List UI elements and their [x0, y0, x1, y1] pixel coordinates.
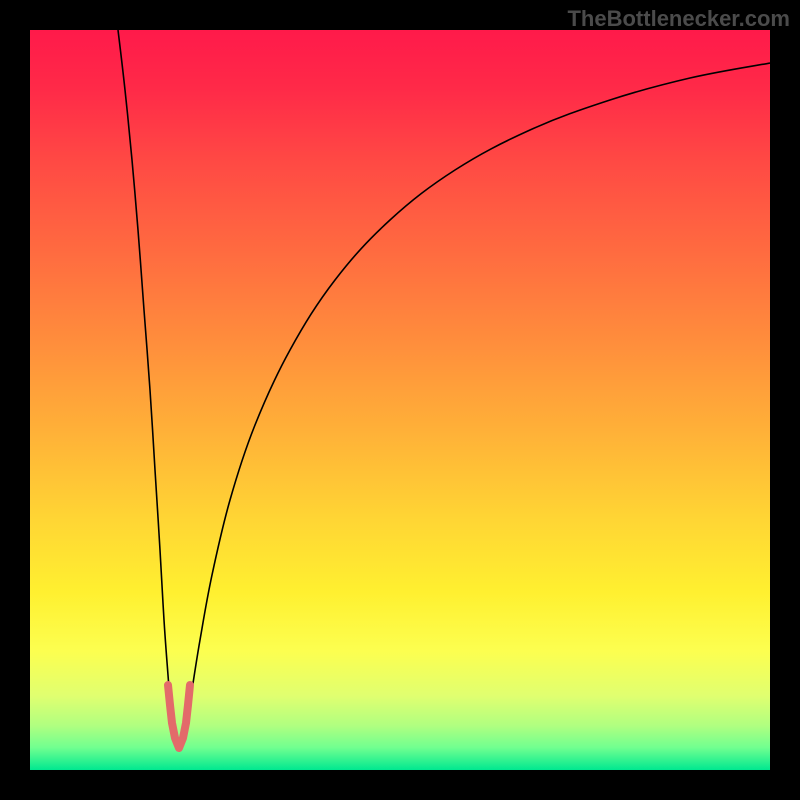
chart-container: TheBottlenecker.com	[0, 0, 800, 800]
bottom-v-marker	[168, 685, 190, 748]
watermark-text: TheBottlenecker.com	[567, 6, 790, 32]
curves-layer	[30, 30, 770, 770]
curve-right-branch	[185, 63, 770, 740]
curve-left-branch	[118, 30, 173, 740]
plot-area	[30, 30, 770, 770]
